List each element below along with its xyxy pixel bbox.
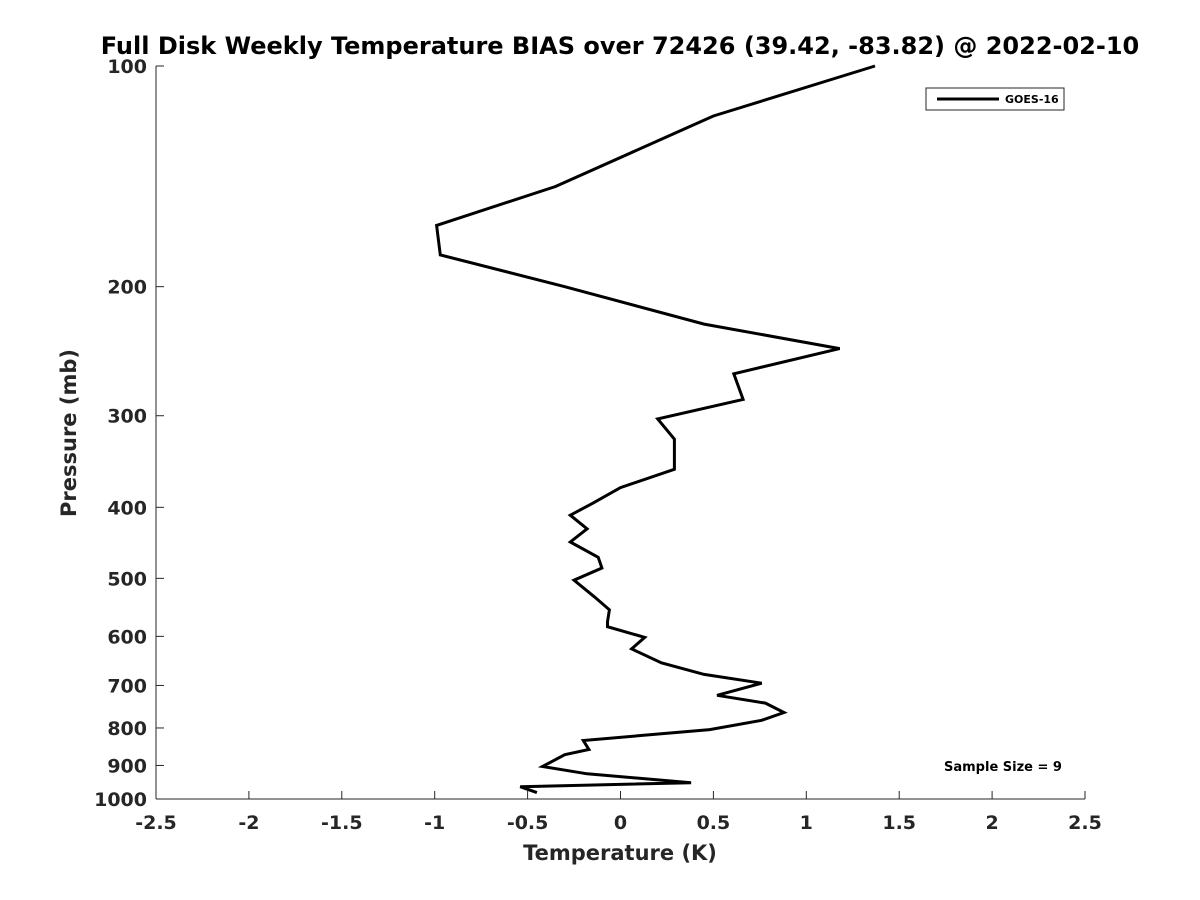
- x-tick-label: 1: [800, 812, 813, 834]
- x-ticks: -2.5 -2 -1.5 -1 -0.5 0 0.5 1 1.5 2 2.5: [135, 791, 1102, 834]
- x-tick-label: 0.5: [697, 812, 731, 834]
- y-tick-label: 1000: [94, 789, 147, 811]
- y-ticks: 100 200 300 400 500 600 700 800 900 1000: [94, 56, 164, 811]
- y-tick-label: 600: [107, 626, 147, 648]
- y-tick-label: 800: [107, 718, 147, 740]
- x-axis-label: Temperature (K): [523, 841, 717, 865]
- y-tick-label: 400: [107, 497, 147, 519]
- x-tick-label: -2.5: [135, 812, 177, 834]
- x-tick-label: 0: [614, 812, 627, 834]
- chart-title: Full Disk Weekly Temperature BIAS over 7…: [101, 32, 1140, 60]
- x-tick-label: 2: [985, 812, 998, 834]
- y-tick-label: 100: [107, 56, 147, 78]
- y-tick-label: 200: [107, 277, 147, 299]
- x-tick-label: -2: [238, 812, 259, 834]
- series-line-goes-16: [434, 64, 876, 795]
- axes: [155, 66, 1085, 800]
- series-layer: [434, 64, 876, 795]
- legend-entry-goes-16: GOES-16: [1005, 93, 1059, 106]
- x-tick-label: 1.5: [882, 812, 916, 834]
- y-tick-label: 700: [107, 675, 147, 697]
- legend: GOES-16: [925, 87, 1065, 111]
- x-tick-label: -0.5: [507, 812, 549, 834]
- y-tick-label: 500: [107, 568, 147, 590]
- x-tick-label: -1: [424, 812, 445, 834]
- x-tick-label: 2.5: [1068, 812, 1102, 834]
- y-axis-label: Pressure (mb): [57, 349, 81, 517]
- sample-size-annotation: Sample Size = 9: [944, 760, 1062, 775]
- y-tick-label: 300: [107, 406, 147, 428]
- y-tick-label: 900: [107, 755, 147, 777]
- x-tick-label: -1.5: [321, 812, 363, 834]
